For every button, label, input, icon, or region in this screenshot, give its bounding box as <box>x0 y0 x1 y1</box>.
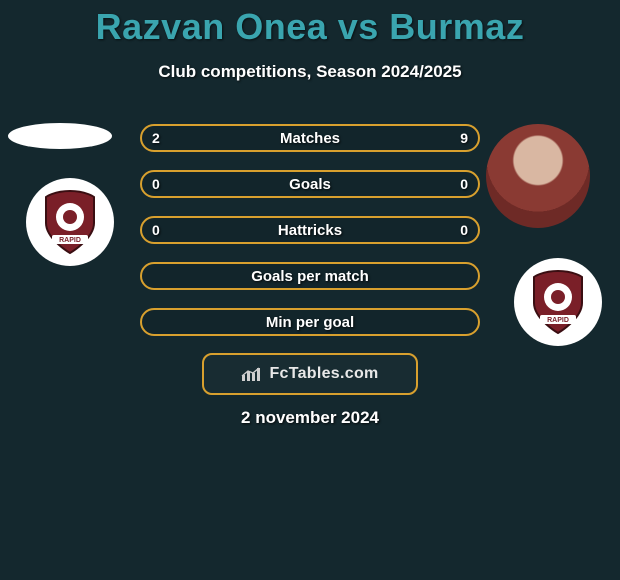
stat-label: Min per goal <box>266 314 354 331</box>
svg-text:RAPID: RAPID <box>59 237 81 244</box>
subtitle: Club competitions, Season 2024/2025 <box>0 62 620 82</box>
club-crest-icon: RAPID <box>40 189 100 255</box>
stat-row-matches: 2 Matches 9 <box>140 124 480 152</box>
date-label: 2 november 2024 <box>0 408 620 428</box>
stat-label: Goals <box>289 176 331 193</box>
bar-chart-icon <box>241 365 263 383</box>
stat-right-value: 0 <box>460 222 468 238</box>
stat-right-value: 0 <box>460 176 468 192</box>
player-right-photo <box>486 124 590 228</box>
watermark: FcTables.com <box>202 353 418 395</box>
stats-table: 2 Matches 9 0 Goals 0 0 Hattricks 0 Goal… <box>140 124 480 354</box>
stat-row-goals: 0 Goals 0 <box>140 170 480 198</box>
stat-label: Goals per match <box>251 268 369 285</box>
stat-left-value: 0 <box>152 222 160 238</box>
player-left-club-crest: RAPID <box>26 178 114 266</box>
page-title: Razvan Onea vs Burmaz <box>0 0 620 48</box>
stat-right-value: 9 <box>460 130 468 146</box>
stat-row-goals-per-match: Goals per match <box>140 262 480 290</box>
stat-label: Matches <box>280 130 340 147</box>
club-crest-icon: RAPID <box>528 269 588 335</box>
svg-text:RAPID: RAPID <box>547 317 569 324</box>
stat-row-hattricks: 0 Hattricks 0 <box>140 216 480 244</box>
stat-left-value: 2 <box>152 130 160 146</box>
stat-row-min-per-goal: Min per goal <box>140 308 480 336</box>
stat-left-value: 0 <box>152 176 160 192</box>
player-right-club-crest: RAPID <box>514 258 602 346</box>
player-left-photo <box>8 123 112 149</box>
watermark-text: FcTables.com <box>269 365 378 383</box>
stat-label: Hattricks <box>278 222 342 239</box>
